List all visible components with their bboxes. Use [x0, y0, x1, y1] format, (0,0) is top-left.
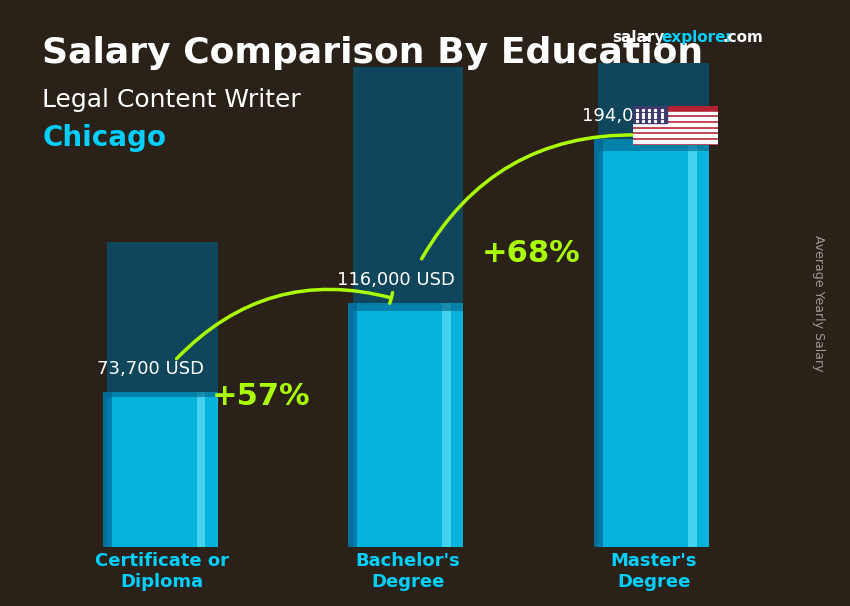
Text: +68%: +68% [481, 239, 581, 268]
Text: salary: salary [612, 30, 665, 45]
Text: .com: .com [722, 30, 763, 45]
Bar [348, 304, 357, 547]
Bar [594, 139, 603, 547]
Text: Average Yearly Salary: Average Yearly Salary [812, 235, 824, 371]
Text: Salary Comparison By Education: Salary Comparison By Education [42, 36, 704, 70]
Bar [598, 139, 709, 547]
Text: Legal Content Writer: Legal Content Writer [42, 88, 301, 112]
Bar [598, 0, 709, 152]
Bar [107, 392, 218, 547]
Bar [633, 112, 718, 115]
Bar [633, 118, 718, 120]
Text: Chicago: Chicago [42, 124, 167, 152]
Text: +57%: +57% [212, 382, 310, 410]
Bar [442, 304, 451, 547]
Bar [107, 242, 218, 397]
Text: 116,000 USD: 116,000 USD [337, 271, 455, 289]
Bar [196, 392, 206, 547]
Text: explorer: explorer [661, 30, 734, 45]
Bar [633, 128, 718, 132]
Bar [633, 123, 718, 126]
Text: 73,700 USD: 73,700 USD [97, 360, 204, 378]
Bar [688, 139, 697, 547]
Bar [633, 134, 718, 137]
Bar [103, 392, 111, 547]
Bar [633, 140, 718, 142]
Text: 194,000 USD: 194,000 USD [582, 107, 700, 125]
Bar [353, 67, 463, 311]
Bar [353, 304, 463, 547]
